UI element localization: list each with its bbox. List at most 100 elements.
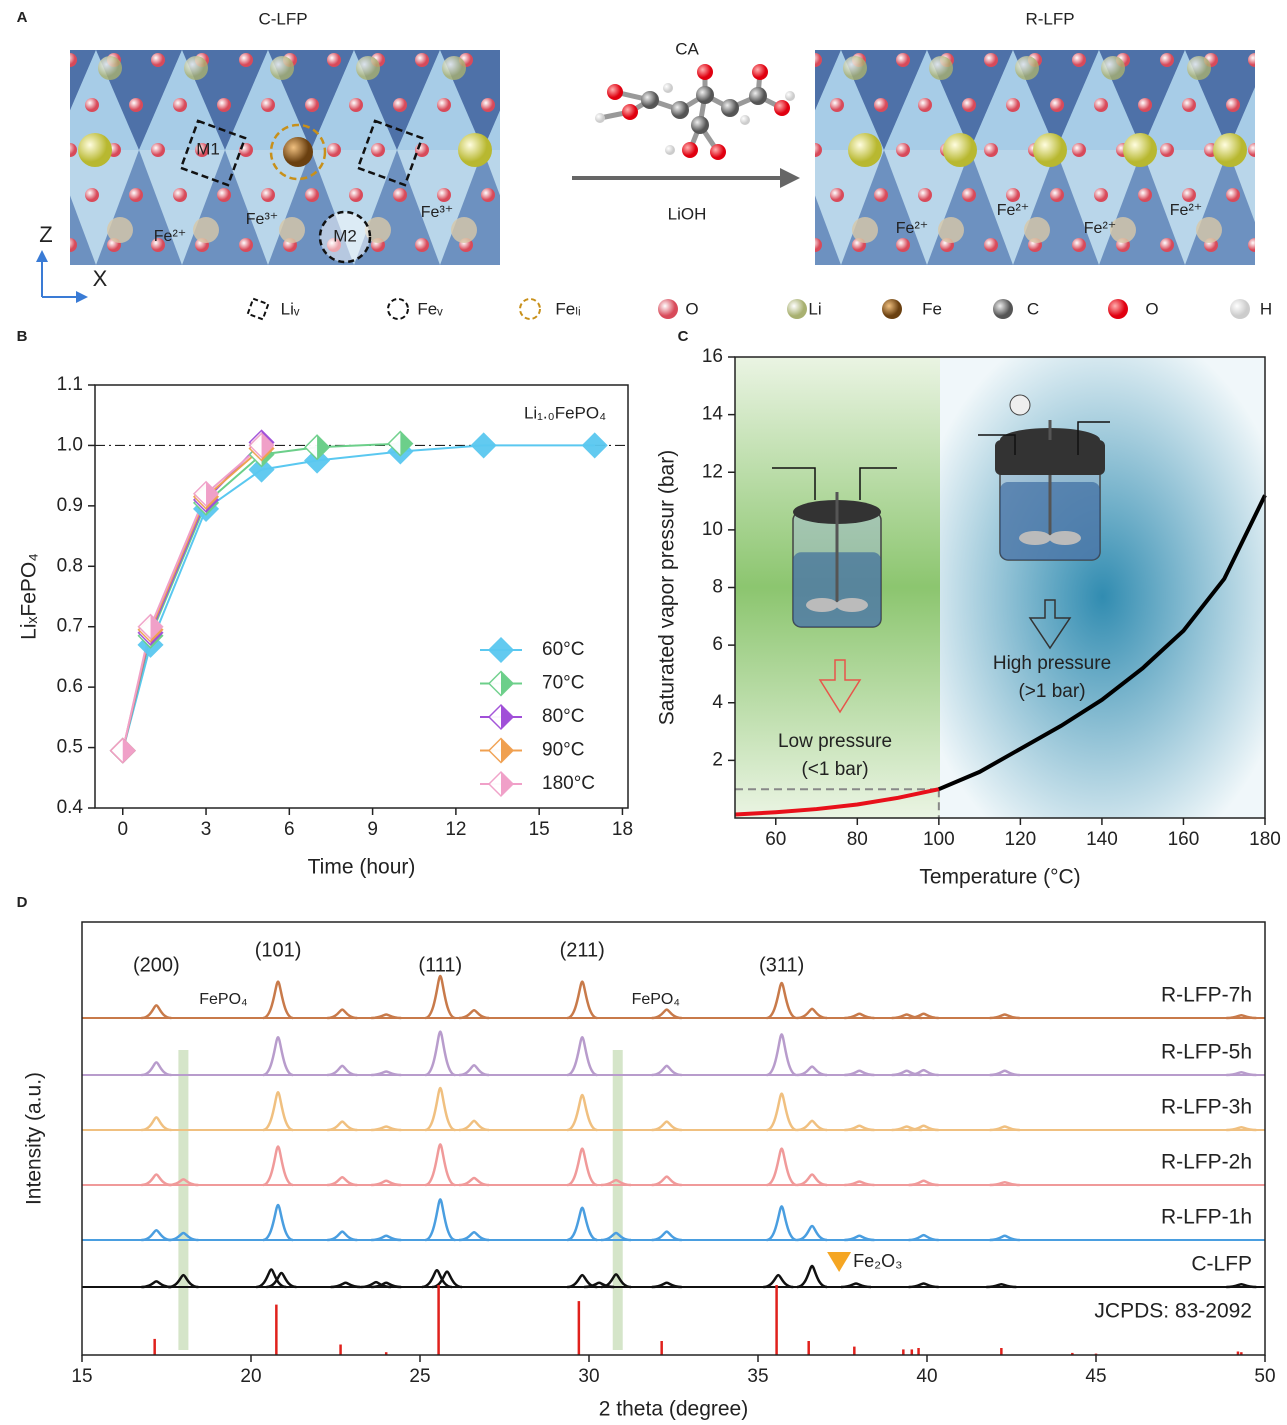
- diffraction-peak: [263, 1205, 293, 1240]
- y-tick-label: 14: [702, 404, 724, 425]
- highlight-band: [613, 1050, 623, 1350]
- legend-icon: [882, 299, 902, 319]
- atom-o: [151, 143, 165, 157]
- atom-o: [481, 98, 495, 112]
- octahedron: [526, 150, 612, 265]
- label: Fe²⁺: [1170, 202, 1202, 219]
- atom-fe: [193, 217, 219, 243]
- atom-o: [371, 143, 385, 157]
- diffraction-peak: [425, 1199, 455, 1240]
- atom-o: [217, 188, 231, 202]
- y-tick-label: 10: [702, 519, 723, 540]
- label: Feᵥ: [417, 299, 443, 318]
- atom: [595, 113, 605, 123]
- atom-fe: [451, 217, 477, 243]
- atom: [697, 64, 713, 80]
- label: C: [678, 328, 689, 345]
- x-tick-label: 120: [1005, 829, 1037, 850]
- peak-label: (311): [759, 954, 804, 976]
- diffraction-peak: [141, 1175, 171, 1186]
- series-label: C-LFP: [1191, 1253, 1252, 1276]
- series-line: [123, 445, 595, 750]
- atom-o: [305, 188, 319, 202]
- label: Fe²⁺: [997, 202, 1029, 219]
- legend-icon: [520, 299, 540, 319]
- label: (>1 bar): [1018, 681, 1085, 702]
- marker-half: [501, 772, 513, 796]
- diffraction-peak: [567, 1095, 597, 1130]
- label: Li₁.₀FePO₄: [524, 403, 606, 422]
- series-line: [123, 442, 262, 750]
- octahedron: [1271, 50, 1287, 150]
- diffraction-peak: [652, 1177, 682, 1185]
- y-tick-label: 1.0: [57, 434, 83, 455]
- atom-fe: [107, 217, 133, 243]
- atom-o: [393, 188, 407, 202]
- y-tick-label: 0.4: [57, 797, 84, 818]
- diffraction-peak: [425, 1088, 455, 1130]
- legend-icon: [658, 299, 678, 319]
- label: A: [17, 9, 28, 26]
- low-reactor-blade: [836, 598, 868, 612]
- x-tick-label: 18: [612, 819, 633, 840]
- atom: [785, 91, 795, 101]
- diffraction-peak: [141, 1005, 171, 1018]
- x-tick-label: 35: [747, 1366, 768, 1387]
- atom-o: [1050, 188, 1064, 202]
- atom-o: [305, 98, 319, 112]
- data-point: [472, 433, 496, 457]
- label: O: [685, 299, 698, 318]
- y-tick-label: 0.7: [57, 616, 83, 637]
- atom-o: [1160, 143, 1174, 157]
- atom-o: [415, 238, 429, 252]
- atom-li: [98, 56, 122, 80]
- atom-o: [918, 98, 932, 112]
- diffraction-peak: [327, 1010, 357, 1018]
- label: X: [93, 266, 108, 291]
- arrow-head: [76, 291, 88, 303]
- low-reactor-blade: [806, 598, 838, 612]
- label: C: [1027, 299, 1039, 318]
- atom-o: [129, 98, 143, 112]
- atom-o: [1006, 98, 1020, 112]
- crystal: [755, 50, 1287, 265]
- label: (<1 bar): [801, 759, 868, 780]
- label: Feₗᵢ: [555, 299, 580, 318]
- x-tick-label: 100: [923, 829, 955, 850]
- atom-o: [1138, 188, 1152, 202]
- y-tick-label: 4: [712, 692, 723, 713]
- atom: [641, 91, 659, 109]
- diffraction-peak: [263, 982, 293, 1018]
- atom-o: [349, 98, 363, 112]
- atom-li: [184, 56, 208, 80]
- x-tick-label: 15: [71, 1366, 92, 1387]
- legend-label: 80°C: [542, 706, 584, 727]
- legend-icon: [388, 299, 408, 319]
- x-tick-label: 9: [367, 819, 378, 840]
- atom-o: [437, 98, 451, 112]
- atom-fe: [938, 217, 964, 243]
- atom-fe: [1024, 217, 1050, 243]
- atom-o: [239, 53, 253, 67]
- x-axis-label: Temperature (°C): [919, 866, 1080, 889]
- label: Fe: [922, 299, 942, 318]
- reference-label: JCPDS: 83-2092: [1094, 1300, 1252, 1323]
- gauge: [1010, 395, 1030, 415]
- atom: [607, 84, 623, 100]
- marker-half: [123, 739, 135, 763]
- atom-o: [503, 53, 517, 67]
- atom-o: [984, 143, 998, 157]
- diffraction-peak: [327, 1232, 357, 1240]
- label: Fe²⁺: [896, 220, 928, 237]
- atom-o: [1226, 188, 1240, 202]
- atom-o: [896, 53, 910, 67]
- label: High pressure: [993, 653, 1111, 674]
- atom-o: [393, 98, 407, 112]
- atom-o: [503, 238, 517, 252]
- diffraction-peak: [767, 983, 797, 1018]
- label: Low pressure: [778, 731, 892, 752]
- atom-li: [270, 56, 294, 80]
- atom-o: [1248, 143, 1262, 157]
- diffraction-peak: [425, 1032, 455, 1075]
- x-tick-label: 6: [284, 819, 295, 840]
